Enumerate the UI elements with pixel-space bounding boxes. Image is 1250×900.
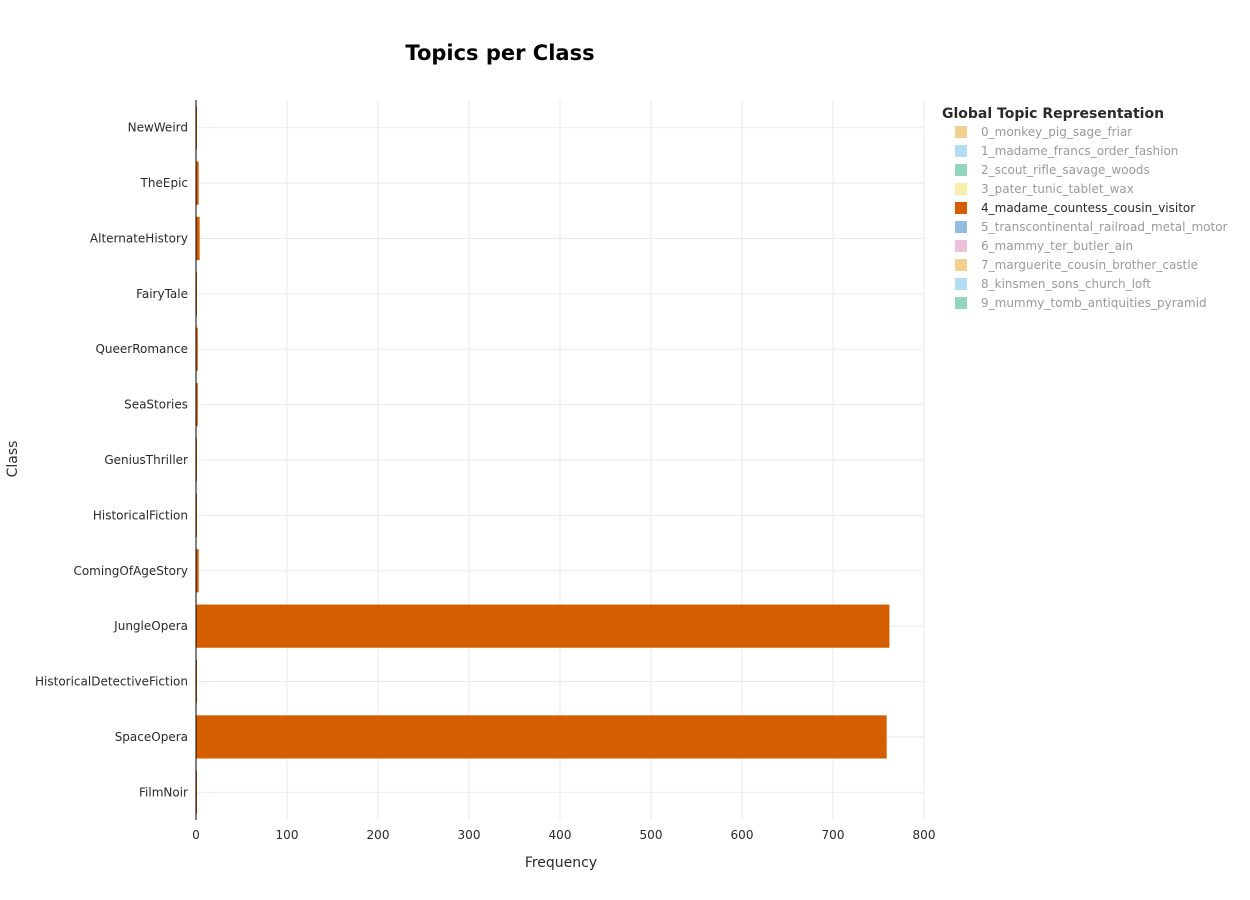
bar-JungleOpera — [196, 604, 890, 648]
bar-ComingOfAgeStory — [196, 549, 199, 593]
x-tick-label: 0 — [192, 828, 200, 842]
y-tick-label: GeniusThriller — [104, 453, 188, 467]
y-tick-label: NewWeird — [128, 121, 188, 135]
y-tick-label: AlternateHistory — [90, 231, 188, 245]
bar-AlternateHistory — [196, 216, 200, 261]
y-tick-label: FilmNoir — [139, 785, 188, 799]
y-axis-title: Class — [5, 441, 21, 478]
legend-title: Global Topic Representation — [942, 106, 1164, 122]
bar-TheEpic — [196, 161, 199, 205]
y-tick-label: HistoricalFiction — [93, 508, 188, 522]
x-tick-labels: 0 100 200 300 400 500 600 700 800 — [192, 828, 935, 842]
grid — [196, 100, 925, 820]
legend: Global Topic Representation 0_monkey_pig… — [942, 106, 1228, 310]
legend-label: 7_marguerite_cousin_brother_castle — [981, 258, 1198, 272]
y-tick-labels: NewWeird TheEpic AlternateHistory FairyTale… — [35, 121, 188, 800]
legend-item[interactable]: 7_marguerite_cousin_brother_castle — [955, 258, 1198, 272]
y-tick-label: TheEpic — [140, 176, 188, 190]
x-tick-label: 100 — [276, 828, 299, 842]
legend-swatch — [955, 183, 967, 195]
bar-SeaStories — [196, 383, 198, 427]
legend-label: 1_madame_francs_order_fashion — [981, 144, 1178, 158]
legend-label: 3_pater_tunic_tablet_wax — [981, 182, 1134, 196]
y-tick-label: FairyTale — [136, 287, 188, 301]
legend-swatch — [955, 259, 967, 271]
legend-swatch — [955, 221, 967, 233]
y-tick-label: QueerRomance — [95, 342, 188, 356]
legend-swatch — [955, 164, 967, 176]
y-tick-label: HistoricalDetectiveFiction — [35, 675, 188, 689]
x-axis-title: Frequency — [525, 855, 597, 871]
x-tick-label: 300 — [458, 828, 481, 842]
legend-item[interactable]: 8_kinsmen_sons_church_loft — [955, 277, 1151, 291]
x-tick-label: 500 — [640, 828, 663, 842]
x-tick-label: 600 — [731, 828, 754, 842]
legend-label: 8_kinsmen_sons_church_loft — [981, 277, 1151, 291]
bar-SpaceOpera — [196, 715, 887, 759]
legend-label: 0_monkey_pig_sage_friar — [981, 125, 1132, 139]
x-tick-label: 200 — [367, 828, 390, 842]
x-tick-label: 800 — [913, 828, 936, 842]
legend-swatch — [955, 297, 967, 309]
legend-item[interactable]: 3_pater_tunic_tablet_wax — [955, 182, 1134, 196]
legend-item[interactable]: 4_madame_countess_cousin_visitor — [955, 201, 1195, 215]
legend-item[interactable]: 0_monkey_pig_sage_friar — [955, 125, 1132, 139]
y-tick-label: SeaStories — [124, 398, 188, 412]
legend-item[interactable]: 5_transcontinental_railroad_metal_motor — [955, 220, 1228, 234]
legend-item[interactable]: 1_madame_francs_order_fashion — [955, 144, 1178, 158]
legend-swatch — [955, 240, 967, 252]
legend-swatch — [955, 145, 967, 157]
legend-label: 5_transcontinental_railroad_metal_motor — [981, 220, 1228, 234]
legend-swatch — [955, 278, 967, 290]
x-tick-label: 700 — [822, 828, 845, 842]
y-tick-label: JungleOpera — [113, 619, 188, 633]
legend-item[interactable]: 6_mammy_ter_butler_ain — [955, 239, 1133, 253]
legend-item[interactable]: 2_scout_rifle_savage_woods — [955, 163, 1150, 177]
legend-label: 9_mummy_tomb_antiquities_pyramid — [981, 296, 1207, 310]
y-tick-label: ComingOfAgeStory — [73, 564, 188, 578]
y-tick-label: SpaceOpera — [115, 730, 188, 744]
x-tick-label: 400 — [549, 828, 572, 842]
legend-label: 6_mammy_ter_butler_ain — [981, 239, 1133, 253]
bar-QueerRomance — [196, 327, 198, 371]
bars — [196, 106, 890, 814]
legend-label: 2_scout_rifle_savage_woods — [981, 163, 1150, 177]
chart-title: Topics per Class — [405, 41, 594, 65]
legend-swatch — [955, 126, 967, 138]
legend-item[interactable]: 9_mummy_tomb_antiquities_pyramid — [955, 296, 1207, 310]
legend-swatch — [955, 202, 967, 214]
legend-label: 4_madame_countess_cousin_visitor — [981, 201, 1195, 215]
